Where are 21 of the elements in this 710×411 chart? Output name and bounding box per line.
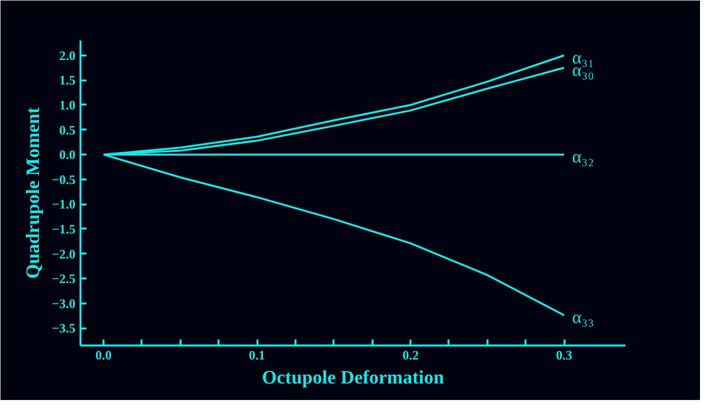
y-tick-label: −1.5 [52,221,76,236]
x-axis-title: Octupole Deformation [262,368,444,388]
y-tick-label: −0.5 [52,172,76,187]
x-tick-label: 0.2 [402,348,419,362]
y-tick-label: −3.5 [52,320,76,336]
series-label: α₃₂ [572,146,594,167]
y-tick-label: 2.0 [59,48,76,63]
y-tick-label: −3.0 [52,296,76,311]
y-axis-title: Quadrupole Moment [22,106,44,279]
x-tick-label: 0.0 [95,348,112,362]
x-tick-label: 0.3 [556,348,573,362]
y-tick-label: 1.5 [59,72,76,88]
x-tick-label: 0.1 [248,348,266,362]
series-label: α₃₃ [572,307,594,328]
y-tick-label: 0.0 [59,147,76,162]
y-tick-label: 1.0 [59,97,76,112]
y-tick-label: 0.5 [59,122,76,138]
y-tick-label: −2.5 [52,271,76,286]
y-tick-label: −2.0 [52,246,76,262]
series-label: α₃₁ [572,47,594,68]
y-tick-label: −1.0 [52,196,76,212]
